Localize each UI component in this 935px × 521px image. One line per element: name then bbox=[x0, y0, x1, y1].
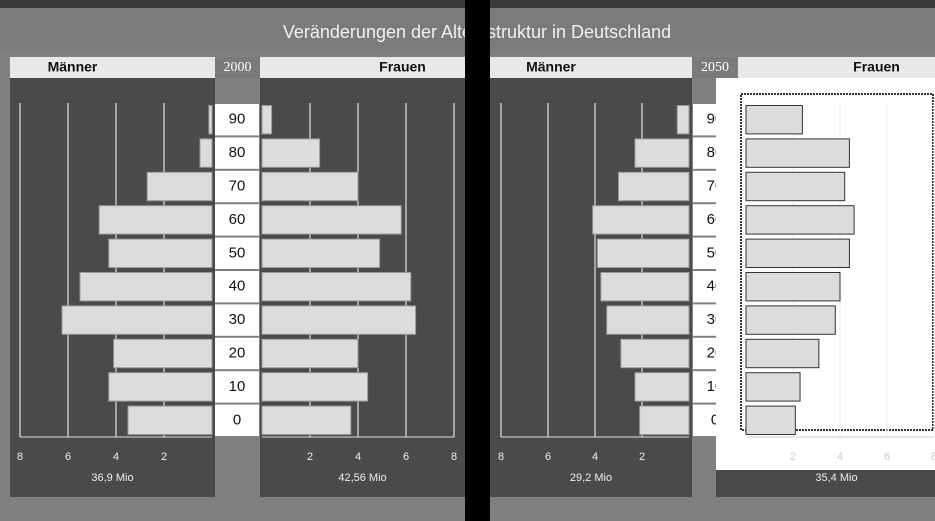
age-cell bbox=[215, 137, 259, 169]
series-header bbox=[260, 57, 465, 78]
age-label: 90 bbox=[229, 111, 246, 128]
x-tick-label: 2 bbox=[639, 451, 645, 463]
series-name: Frauen bbox=[379, 59, 426, 75]
bar bbox=[600, 272, 690, 302]
x-tick-label: 4 bbox=[355, 451, 361, 463]
x-tick-label: 2 bbox=[161, 451, 167, 463]
bar bbox=[61, 305, 213, 335]
age-label: 50 bbox=[229, 244, 246, 261]
bar bbox=[745, 338, 820, 369]
x-tick-label: 2 bbox=[307, 451, 313, 463]
age-cell bbox=[215, 271, 259, 303]
bar bbox=[676, 105, 690, 135]
bar bbox=[596, 238, 690, 269]
age-cell bbox=[215, 337, 259, 370]
bar bbox=[108, 372, 213, 402]
bar bbox=[261, 138, 321, 168]
series-header bbox=[490, 57, 692, 78]
selection-frame bbox=[740, 93, 934, 431]
age-label: 20 bbox=[229, 344, 246, 361]
year-cell bbox=[215, 57, 260, 78]
age-label: 0 bbox=[711, 411, 719, 428]
bar bbox=[745, 105, 803, 135]
bar bbox=[208, 105, 213, 135]
age-label: 80 bbox=[229, 144, 246, 161]
x-tick-label: 6 bbox=[65, 451, 71, 463]
bar bbox=[261, 105, 273, 135]
x-tick-label: 4 bbox=[113, 451, 119, 463]
bar bbox=[745, 205, 855, 235]
age-cell bbox=[215, 304, 259, 336]
age-cell bbox=[215, 404, 259, 436]
x-tick-label: 2 bbox=[790, 451, 796, 463]
age-label: 70 bbox=[229, 177, 246, 194]
age-cell bbox=[215, 104, 259, 136]
age-label: 30 bbox=[229, 311, 246, 328]
bar bbox=[745, 171, 846, 202]
bar bbox=[98, 205, 213, 235]
bar bbox=[261, 338, 359, 369]
age-cell bbox=[215, 237, 259, 269]
bar bbox=[639, 405, 690, 436]
age-label: 10 bbox=[229, 378, 246, 395]
bar bbox=[261, 405, 352, 436]
series-header bbox=[10, 57, 215, 78]
age-label: 60 bbox=[229, 211, 246, 228]
x-tick-label: 6 bbox=[545, 451, 551, 463]
age-cell bbox=[215, 170, 259, 203]
age-label: 0 bbox=[233, 411, 241, 428]
year-label: 2000 bbox=[224, 60, 252, 75]
bar bbox=[745, 372, 801, 402]
bar bbox=[745, 138, 850, 168]
age-cell bbox=[215, 204, 259, 236]
x-tick-label: 4 bbox=[592, 451, 598, 463]
total-label: 36,9 Mio bbox=[91, 472, 133, 484]
bar bbox=[606, 305, 690, 335]
bar bbox=[618, 171, 690, 202]
year-cell bbox=[692, 57, 738, 78]
bar bbox=[634, 138, 690, 168]
bar bbox=[261, 205, 402, 235]
bar bbox=[146, 171, 213, 202]
bar bbox=[113, 338, 213, 369]
x-tick-label: 6 bbox=[884, 451, 890, 463]
bar bbox=[745, 272, 841, 302]
bar bbox=[261, 171, 359, 202]
bar bbox=[79, 272, 213, 302]
bar bbox=[745, 405, 796, 436]
x-tick-label: 8 bbox=[17, 451, 23, 463]
year-label: 2050 bbox=[701, 60, 729, 75]
bar bbox=[261, 372, 369, 402]
bar bbox=[127, 405, 213, 436]
divider bbox=[465, 0, 490, 521]
x-tick-label: 4 bbox=[837, 451, 843, 463]
x-tick-label: 6 bbox=[403, 451, 409, 463]
age-cell bbox=[215, 371, 259, 403]
x-tick-label: 8 bbox=[931, 451, 935, 463]
bar bbox=[745, 305, 836, 335]
series-name: Männer bbox=[526, 59, 576, 75]
bar bbox=[634, 372, 690, 402]
series-header bbox=[738, 57, 935, 78]
x-tick-label: 8 bbox=[498, 451, 504, 463]
age-label: 40 bbox=[229, 278, 246, 295]
bar bbox=[199, 138, 213, 168]
bar bbox=[620, 338, 690, 369]
series-name: Frauen bbox=[853, 59, 900, 75]
total-label: 35,4 Mio bbox=[815, 472, 857, 484]
bar bbox=[261, 238, 381, 269]
total-label: 29,2 Mio bbox=[570, 472, 612, 484]
bar bbox=[108, 238, 213, 269]
bar bbox=[261, 272, 412, 302]
bar bbox=[261, 305, 417, 335]
bar bbox=[745, 238, 850, 269]
total-label: 42,56 Mio bbox=[338, 472, 386, 484]
series-name: Männer bbox=[48, 59, 98, 75]
x-tick-label: 8 bbox=[451, 451, 457, 463]
bar bbox=[592, 205, 690, 235]
